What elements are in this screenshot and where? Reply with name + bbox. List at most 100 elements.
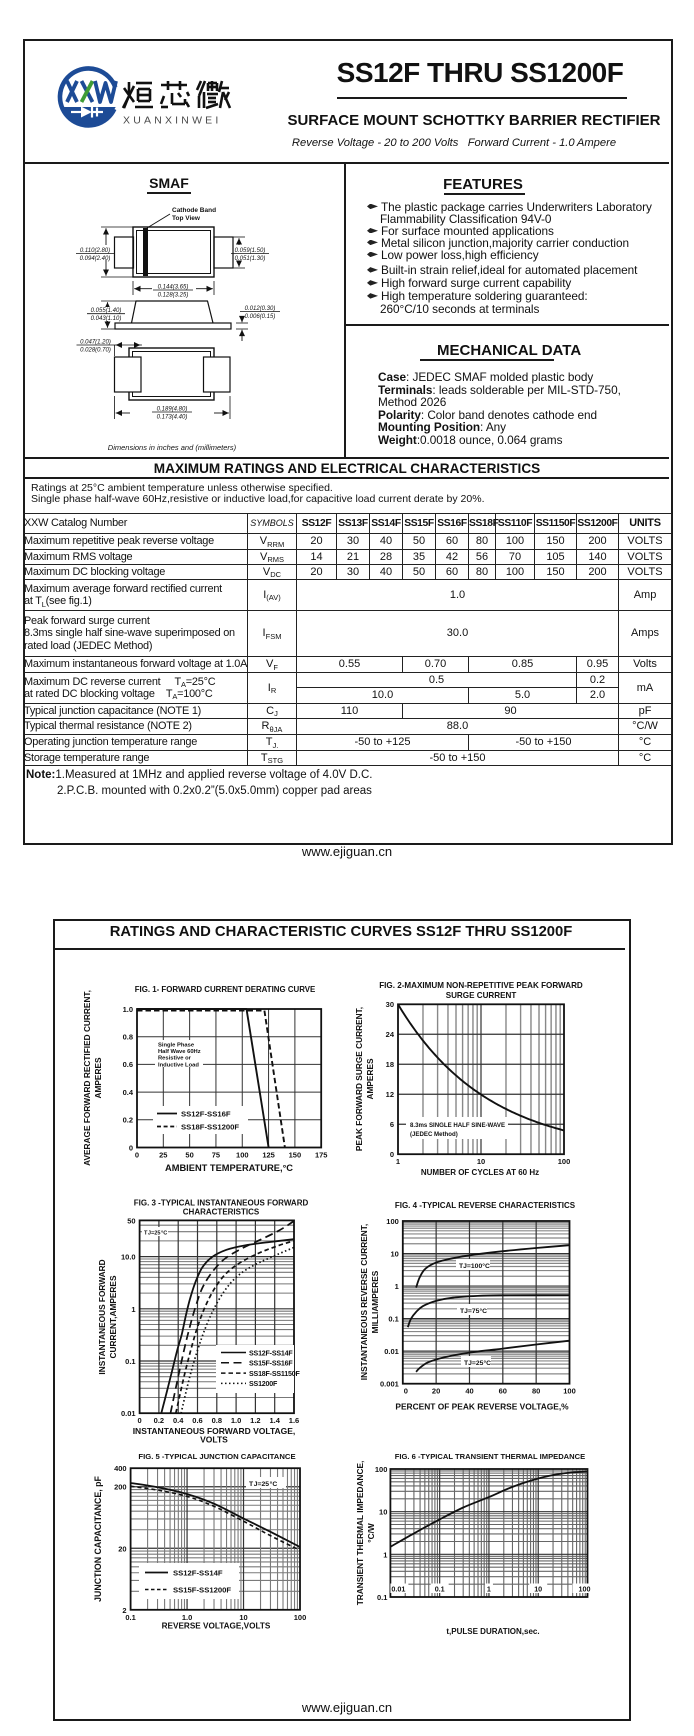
- svg-text:100: 100: [386, 1217, 399, 1226]
- svg-text:SS12F-SS16F: SS12F-SS16F: [181, 1110, 231, 1119]
- svg-text:0.4: 0.4: [123, 1088, 134, 1097]
- svg-text:SS1200F: SS1200F: [249, 1380, 278, 1388]
- svg-text:AMPERES: AMPERES: [93, 1057, 103, 1098]
- svg-text:2: 2: [122, 1606, 126, 1615]
- svg-text:0.1: 0.1: [377, 1593, 387, 1602]
- svg-text:T J=25 °C: T J=25 °C: [249, 1480, 277, 1488]
- svg-text:1.6: 1.6: [289, 1416, 299, 1425]
- svg-text:FIG. 3 -TYPICAL INSTANTANEOUS: FIG. 3 -TYPICAL INSTANTANEOUS FORWARD: [134, 1199, 309, 1208]
- svg-text:FIG. 5 -TYPICAL JUNCTION CAPAC: FIG. 5 -TYPICAL JUNCTION CAPACITANCE: [138, 1452, 295, 1461]
- svg-text:1.2: 1.2: [250, 1416, 260, 1425]
- svg-text:SS15F-SS16F: SS15F-SS16F: [249, 1360, 293, 1368]
- svg-text:150: 150: [289, 1151, 302, 1160]
- svg-text:(JEDEC Method): (JEDEC Method): [410, 1131, 458, 1138]
- svg-text:FIG. 4 -TYPICAL REVERSE CHARAC: FIG. 4 -TYPICAL REVERSE CHARACTERISTICS: [395, 1201, 576, 1210]
- svg-text:1: 1: [131, 1305, 135, 1314]
- svg-text:10: 10: [477, 1157, 485, 1166]
- svg-text:0.01: 0.01: [121, 1409, 136, 1418]
- svg-text:SS12F-SS14F: SS12F-SS14F: [173, 1569, 223, 1578]
- svg-text:10: 10: [379, 1508, 387, 1517]
- svg-text:0.189(4.80): 0.189(4.80): [157, 407, 188, 413]
- svg-text:0: 0: [404, 1387, 408, 1396]
- svg-text:SS15F-SS1200F: SS15F-SS1200F: [173, 1586, 231, 1595]
- svg-text:SURGE CURRENT: SURGE CURRENT: [446, 991, 517, 1000]
- svg-text:PERCENT OF PEAK REVERSE VOLTAG: PERCENT OF PEAK REVERSE VOLTAGE,%: [395, 1402, 569, 1412]
- svg-text:1.0: 1.0: [182, 1613, 192, 1622]
- svg-text:24: 24: [386, 1030, 395, 1039]
- svg-text:0.8: 0.8: [212, 1416, 222, 1425]
- svg-text:100: 100: [236, 1151, 249, 1160]
- svg-text:TJ=25°C: TJ=25°C: [464, 1359, 491, 1367]
- svg-text:0.2: 0.2: [123, 1116, 133, 1125]
- svg-text:XUANXINWEI: XUANXINWEI: [123, 115, 222, 127]
- svg-text:0: 0: [138, 1416, 142, 1425]
- svg-text:6: 6: [390, 1120, 394, 1129]
- svg-text:Single Phase: Single Phase: [158, 1043, 195, 1049]
- svg-text:100: 100: [558, 1157, 571, 1166]
- svg-text:10: 10: [390, 1250, 398, 1259]
- svg-text:Top View: Top View: [172, 215, 201, 222]
- svg-text:0.1: 0.1: [125, 1357, 135, 1366]
- svg-text:0.055(1.40): 0.055(1.40): [91, 308, 122, 314]
- svg-text:100: 100: [563, 1387, 576, 1396]
- svg-text:20: 20: [432, 1387, 440, 1396]
- svg-text:10.0: 10.0: [121, 1253, 136, 1262]
- svg-text:INSTANTANEOUS REVERSE CURRENT,: INSTANTANEOUS REVERSE CURRENT,: [359, 1224, 369, 1380]
- svg-text:1.0: 1.0: [123, 1005, 133, 1014]
- svg-text:°C/W: °C/W: [366, 1523, 376, 1543]
- svg-text:TJ=100°C: TJ=100°C: [459, 1262, 490, 1270]
- svg-text:0: 0: [390, 1150, 394, 1159]
- svg-text:175: 175: [315, 1151, 328, 1160]
- svg-text:0.1: 0.1: [125, 1613, 135, 1622]
- svg-text:100: 100: [375, 1465, 388, 1474]
- svg-text:1: 1: [395, 1282, 399, 1291]
- svg-text:NUMBER OF CYCLES AT 60 Hz: NUMBER OF CYCLES AT 60 Hz: [421, 1168, 539, 1177]
- svg-text:0.110(2.80): 0.110(2.80): [80, 248, 110, 254]
- svg-text:T J=25 °C: T J=25 °C: [144, 1231, 167, 1237]
- svg-text:Resistive or: Resistive or: [158, 1056, 192, 1062]
- svg-text:0.043(1.10): 0.043(1.10): [91, 316, 122, 322]
- svg-text:125: 125: [262, 1151, 275, 1160]
- svg-text:0.1: 0.1: [435, 1585, 445, 1594]
- svg-text:12: 12: [386, 1090, 394, 1099]
- svg-text:75: 75: [212, 1151, 220, 1160]
- svg-text:0.051(1.30): 0.051(1.30): [235, 256, 266, 262]
- svg-text:8.3ms SINGLE HALF SINE-WAVE: 8.3ms SINGLE HALF SINE-WAVE: [410, 1122, 505, 1129]
- svg-text:0.006(0.15): 0.006(0.15): [245, 314, 276, 320]
- svg-text:TRANSIENT THERMAL IMPEDANCE,: TRANSIENT THERMAL IMPEDANCE,: [355, 1461, 365, 1606]
- svg-text:AVERAGE FORWARD RECTIFIED CURR: AVERAGE FORWARD RECTIFIED CURRENT,: [82, 990, 92, 1166]
- svg-text:Cathode Band: Cathode Band: [172, 207, 216, 214]
- svg-text:0.094(2.40): 0.094(2.40): [80, 256, 111, 262]
- svg-text:40: 40: [465, 1387, 473, 1396]
- svg-text:INSTANTANEOUS FORWARD VOLTAGE,: INSTANTANEOUS FORWARD VOLTAGE,: [133, 1426, 296, 1436]
- svg-text:AMBIENT TEMPERATURE,°C: AMBIENT TEMPERATURE,°C: [165, 1163, 293, 1173]
- svg-text:FIG. 2-MAXIMUM NON-REPETITIVE: FIG. 2-MAXIMUM NON-REPETITIVE PEAK FORWA…: [379, 981, 583, 990]
- svg-text:MILLIAMPERES: MILLIAMPERES: [370, 1270, 380, 1333]
- svg-text:0.059(1.50): 0.059(1.50): [235, 248, 266, 254]
- svg-text:200: 200: [114, 1483, 127, 1492]
- svg-text:60: 60: [499, 1387, 507, 1396]
- svg-text:50: 50: [127, 1216, 135, 1225]
- svg-text:0.128(3.25): 0.128(3.25): [158, 293, 189, 299]
- svg-text:AMPERES: AMPERES: [365, 1058, 375, 1099]
- svg-text:0: 0: [135, 1151, 139, 1160]
- svg-text:SS12F-SS14F: SS12F-SS14F: [249, 1349, 293, 1357]
- svg-text:100: 100: [294, 1613, 307, 1622]
- svg-text:VOLTS: VOLTS: [200, 1435, 228, 1445]
- svg-text:0.1: 0.1: [388, 1315, 398, 1324]
- svg-text:400: 400: [114, 1464, 127, 1473]
- svg-text:SS18F-SS1150F: SS18F-SS1150F: [249, 1370, 301, 1378]
- svg-text:18: 18: [386, 1060, 394, 1069]
- svg-text:0.8: 0.8: [123, 1033, 133, 1042]
- svg-text:Inductive Load: Inductive Load: [158, 1062, 199, 1068]
- svg-text:0.01: 0.01: [384, 1347, 399, 1356]
- svg-text:JUNCTION CAPACITANCE, pF: JUNCTION CAPACITANCE, pF: [93, 1475, 103, 1601]
- svg-text:1: 1: [383, 1550, 387, 1559]
- svg-text:1.4: 1.4: [269, 1416, 280, 1425]
- svg-text:0.4: 0.4: [173, 1416, 184, 1425]
- svg-text:0.012(0.30): 0.012(0.30): [245, 306, 276, 312]
- svg-text:0.01: 0.01: [391, 1585, 405, 1594]
- svg-text:10: 10: [239, 1613, 247, 1622]
- svg-text:0.028(0.70): 0.028(0.70): [80, 348, 111, 354]
- svg-text:80: 80: [532, 1387, 540, 1396]
